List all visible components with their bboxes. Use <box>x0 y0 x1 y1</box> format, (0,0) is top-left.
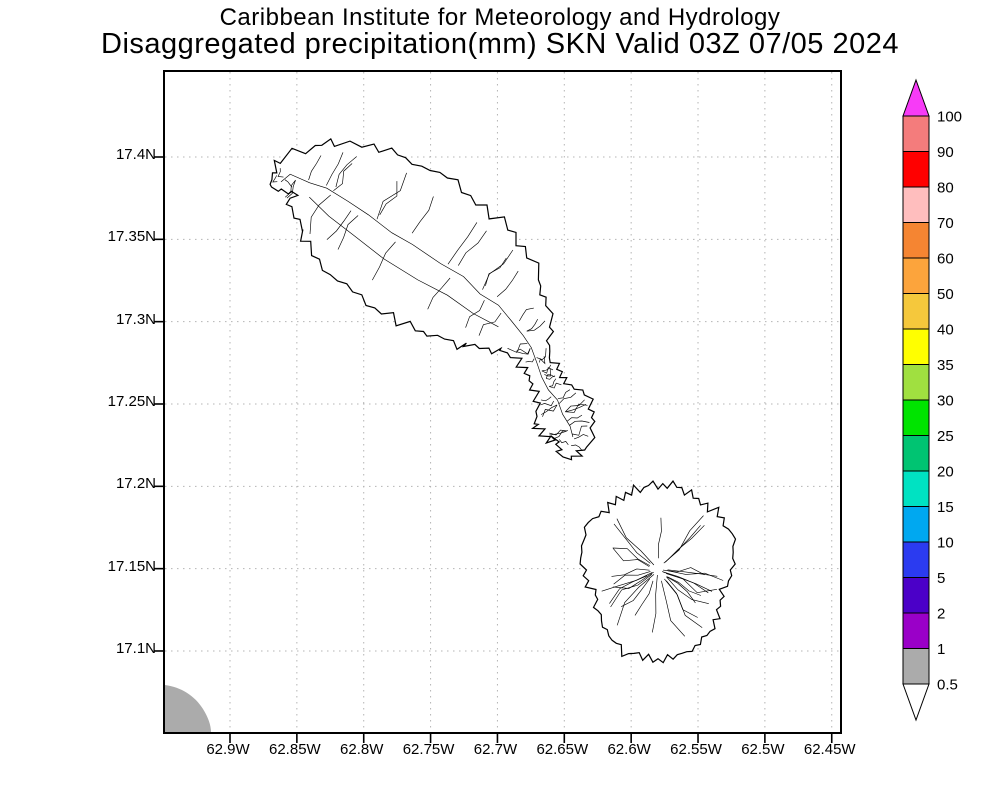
longitude-tick-label: 62.5W <box>741 741 785 758</box>
colorbar-segment <box>902 222 930 259</box>
longitude-tick-label: 62.75W <box>402 741 455 758</box>
longitude-tick-label: 62.45W <box>803 741 856 758</box>
latitude-tick-label: 17.15N <box>107 557 156 575</box>
colorbar-tick-label: 5 <box>937 570 945 587</box>
longitude-tick-label: 62.6W <box>607 741 651 758</box>
st-kitts-drainage-lines <box>272 152 590 452</box>
colorbar-below-min-arrow <box>902 683 930 722</box>
latitude-tick-label: 17.1N <box>115 639 156 657</box>
longitude-tick-label: 62.55W <box>670 741 722 758</box>
figure-title-product: Disaggregated precipitation(mm) SKN Vali… <box>101 28 899 60</box>
longitude-tick-label: 62.65W <box>536 741 589 758</box>
colorbar-tick-label: 1 <box>937 641 945 658</box>
colorbar-tick-label: 25 <box>937 428 954 445</box>
colorbar-segment <box>902 257 930 294</box>
latitude-tick-label: 17.2N <box>115 475 156 493</box>
colorbar-tick-label: 40 <box>937 322 954 339</box>
figure-title-institution: Caribbean Institute for Meteorology and … <box>219 4 781 31</box>
light-precip-shaded-region <box>165 685 211 732</box>
colorbar-tick-label: 35 <box>937 357 954 374</box>
axis-ticks <box>154 156 833 743</box>
longitude-tick-label: 62.7W <box>473 741 518 758</box>
longitude-tick-label: 62.8W <box>340 741 384 758</box>
colorbar-segment <box>902 648 930 685</box>
nevis-drainage-lines <box>601 515 724 637</box>
colorbar-segment <box>902 328 930 365</box>
colorbar-tick-label: 50 <box>937 286 954 303</box>
colorbar-segment <box>902 612 930 649</box>
precipitation-colorbar: 100 90 80 70 60 50 40 35 30 25 20 15 10 5 2 1 0.5 <box>902 78 993 740</box>
colorbar-tick-label: 90 <box>937 144 954 161</box>
longitude-tick-label: 62.85W <box>269 741 321 758</box>
colorbar-above-max-arrow <box>902 78 930 117</box>
colorbar-tick-label: 30 <box>937 393 954 410</box>
colorbar-tick-label: 80 <box>937 180 954 197</box>
latitude-tick-label: 17.25N <box>107 392 156 410</box>
colorbar-segment <box>902 399 930 436</box>
colorbar-tick-label: 70 <box>937 215 954 232</box>
latitude-tick-label: 17.3N <box>115 310 156 328</box>
colorbar-tick-label: 100 <box>937 109 962 126</box>
latitude-tick-label: 17.4N <box>115 146 156 163</box>
colorbar-canvas: 100 90 80 70 60 50 40 35 30 25 20 15 10 5 2 1 0.5 <box>902 78 962 722</box>
grid-lines <box>165 72 840 732</box>
latitude-tick-label: 17.35N <box>107 228 156 246</box>
colorbar-segment <box>902 470 930 507</box>
longitude-tick-label: 62.9W <box>206 741 250 758</box>
colorbar-segment <box>902 186 930 223</box>
colorbar-tick-label: 15 <box>937 499 954 516</box>
colorbar-tick-label: 10 <box>937 535 954 552</box>
colorbar-tick-label: 20 <box>937 464 954 481</box>
map-plot-area <box>154 70 842 743</box>
nevis-island-outline <box>579 480 737 664</box>
colorbar-tick-label: 60 <box>937 251 954 268</box>
colorbar-segment <box>902 435 930 472</box>
colorbar-segment <box>902 364 930 401</box>
colorbar-segment <box>902 506 930 543</box>
map-canvas <box>154 72 840 743</box>
colorbar-tick-label: 0.5 <box>937 677 958 694</box>
colorbar-segment <box>902 577 930 614</box>
colorbar-segment <box>902 541 930 578</box>
colorbar-segment <box>902 151 930 188</box>
colorbar-segment <box>902 293 930 330</box>
colorbar-tick-label: 2 <box>937 606 945 623</box>
colorbar-segment <box>902 115 930 152</box>
